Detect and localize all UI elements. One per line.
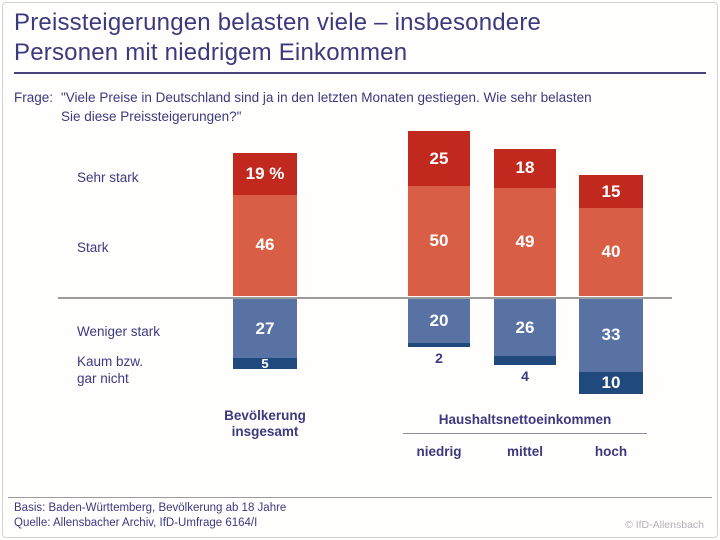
bar-hoch-stark: 40	[579, 208, 643, 296]
legend-stark: Stark	[77, 240, 109, 255]
bar-hoch-kaum-gar-nicht-value: 10	[601, 372, 621, 392]
title-underline	[14, 72, 706, 74]
bar-hoch-weniger-stark: 33	[579, 299, 643, 372]
bar-niedrig-kaum-gar-nicht-value: 2	[435, 350, 443, 367]
legend-weniger-stark: Weniger stark	[77, 324, 161, 339]
axis-label-mittel: mittel	[506, 444, 543, 459]
axis-label-bevoelkerung-line1: Bevölkerung	[224, 408, 306, 423]
bar-hoch-sehr-stark: 15	[579, 175, 643, 208]
bar-hoch-weniger-stark-value: 33	[601, 325, 621, 345]
bar-niedrig-kaum-gar-nicht	[408, 343, 470, 348]
axis-label-income-header: Haushaltsnettoeinkommen	[438, 412, 612, 427]
bar-niedrig-weniger-stark-value: 20	[429, 311, 449, 330]
bar-mittel-kaum-gar-nicht-value: 4	[521, 368, 529, 384]
axis-label-bevoelkerung: Bevölkerung insgesamt	[205, 408, 325, 440]
page-title: Preissteigerungen belasten viele – insbe…	[14, 8, 706, 68]
legend-kaum-line-1: Kaum bzw.	[77, 354, 144, 369]
bar-bevoelkerung-insgesamt-weniger-stark-value: 27	[255, 318, 275, 338]
axis-label-bevoelkerung-line2: insgesamt	[231, 424, 299, 439]
footer-divider	[8, 497, 712, 498]
bar-niedrig-sehr-stark: 25	[408, 131, 470, 186]
footer-quelle: Quelle: Allensbacher Archiv, IfD-Umfrage…	[14, 517, 258, 529]
chart-baseline	[58, 297, 672, 299]
bar-niedrig-sehr-stark-value: 25	[429, 148, 449, 168]
bar-bevoelkerung-insgesamt-stark: 46	[233, 194, 297, 296]
legend-kaum-gar-nicht: Kaum bzw. gar nicht	[77, 353, 143, 387]
bar-hoch-kaum-gar-nicht: 10	[579, 371, 643, 394]
bar-hoch-stark-value: 40	[601, 242, 621, 261]
bar-mittel-sehr-stark: 18	[494, 148, 556, 189]
title-line-2: Personen mit niedrigem Einkommen	[14, 39, 408, 66]
footer-copyright: © IfD-Allensbach	[625, 519, 704, 531]
bar-mittel-kaum-gar-nicht	[494, 356, 556, 365]
legend-kaum-line-2: gar nicht	[77, 371, 129, 386]
bar-bevoelkerung-insgesamt-sehr-stark: 19 %	[233, 153, 297, 195]
income-header-underline	[403, 433, 647, 434]
question-line-1: "Viele Preise in Deutschland sind ja in …	[61, 90, 592, 105]
bar-mittel-weniger-stark-value: 26	[515, 317, 535, 337]
bar-niedrig-stark-value: 50	[429, 231, 449, 250]
bar-niedrig-weniger-stark: 20	[408, 299, 470, 343]
bar-bevoelkerung-insgesamt-kaum-gar-nicht: 5	[233, 356, 297, 372]
bar-mittel-weniger-stark: 26	[494, 299, 556, 357]
bar-mittel-stark-value: 49	[515, 232, 535, 252]
axis-label-hoch: hoch	[594, 444, 628, 459]
title-line-1: Preissteigerungen belasten viele – insbe…	[14, 9, 542, 36]
question-line-2: Sie diese Preissteigerungen?"	[61, 109, 242, 124]
bar-bevoelkerung-insgesamt-sehr-stark-value: 19 %	[245, 163, 285, 183]
bar-niedrig-stark: 50	[408, 186, 470, 296]
legend-sehr-stark: Sehr stark	[77, 170, 139, 185]
survey-question: Frage: "Viele Preise in Deutschland sind…	[14, 88, 714, 126]
question-prefix: Frage:	[14, 90, 54, 105]
bar-bevoelkerung-insgesamt-stark-value: 46	[255, 235, 275, 255]
bar-bevoelkerung-insgesamt-weniger-stark: 27	[233, 299, 297, 359]
bar-hoch-sehr-stark-value: 15	[601, 181, 621, 201]
bar-mittel-sehr-stark-value: 18	[515, 158, 535, 178]
footer-basis: Basis: Baden-Württemberg, Bevölkerung ab…	[14, 502, 287, 514]
axis-label-niedrig: niedrig	[416, 444, 462, 459]
bar-bevoelkerung-insgesamt-kaum-gar-nicht-value: 5	[261, 356, 269, 372]
bar-mittel-stark: 49	[494, 188, 556, 296]
